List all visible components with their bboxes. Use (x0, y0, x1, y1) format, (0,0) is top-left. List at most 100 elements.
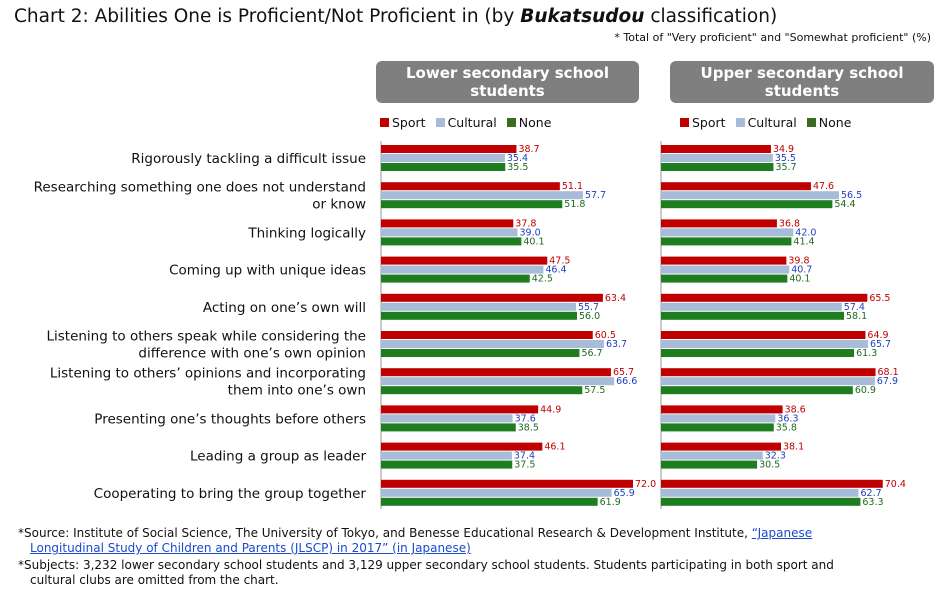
data-label-lower-sport: 46.1 (544, 442, 565, 453)
bar-lower-sport (381, 405, 539, 414)
data-label-lower-cultural: 55.7 (578, 302, 599, 313)
bar-upper-none (661, 200, 833, 209)
data-label-upper-cultural: 67.9 (877, 376, 898, 387)
data-label-lower-sport: 51.1 (562, 181, 583, 192)
legend-label-cultural: Cultural (447, 115, 497, 130)
chart-title-prefix: Chart 2: Abilities One is Proficient/Not… (14, 6, 521, 27)
data-label-lower-none: 51.8 (564, 199, 585, 210)
legend-upper: Sport Cultural None (680, 115, 861, 130)
data-label-lower-cultural: 66.6 (616, 376, 637, 387)
legend-item-none: None (506, 115, 551, 130)
bar-upper-none (661, 237, 792, 246)
data-label-upper-none: 54.4 (834, 199, 855, 210)
source-link[interactable]: “Japanese (751, 526, 813, 540)
category-label: Rigorously tackling a difficult issue (131, 151, 366, 167)
data-label-upper-none: 60.9 (855, 385, 876, 396)
data-label-lower-sport: 60.5 (595, 330, 616, 341)
footer-source-text: *Source: Institute of Social Science, Th… (18, 526, 752, 540)
data-label-upper-none: 35.7 (775, 162, 796, 173)
category-label: Researching something one does not under… (34, 180, 366, 196)
category-label: difference with one’s own opinion (138, 346, 366, 362)
bar-upper-sport (661, 368, 876, 377)
data-label-upper-none: 41.4 (793, 236, 814, 247)
category-label: them into one’s own (228, 383, 366, 399)
data-label-upper-sport: 38.1 (783, 442, 804, 453)
bar-upper-cultural (661, 191, 839, 200)
bar-lower-sport (381, 442, 543, 451)
data-label-lower-none: 42.5 (532, 274, 553, 285)
bar-lower-sport (381, 368, 611, 377)
data-label-lower-none: 56.7 (581, 348, 602, 359)
chart-title: Chart 2: Abilities One is Proficient/Not… (14, 6, 777, 27)
footer-subjects-line2: cultural clubs are omitted from the char… (30, 573, 279, 587)
data-label-lower-none: 38.5 (518, 422, 539, 433)
bar-upper-sport (661, 219, 777, 228)
legend-swatch-none (506, 118, 516, 127)
data-label-lower-cultural: 63.7 (606, 339, 627, 350)
category-label: or know (312, 197, 366, 213)
footer-subjects: *Subjects: 3,232 lower secondary school … (18, 558, 834, 588)
bar-lower-cultural (381, 488, 612, 497)
bar-lower-none (381, 497, 598, 506)
bar-lower-none (381, 200, 563, 209)
legend-item-cultural: Cultural (435, 115, 497, 130)
bar-upper-cultural (661, 228, 794, 237)
data-label-upper-none: 40.1 (789, 274, 810, 285)
panel-header-upper-line1: Upper secondary school (700, 64, 904, 82)
data-label-upper-sport: 47.6 (813, 181, 834, 192)
data-label-upper-sport: 64.9 (867, 330, 888, 341)
data-label-upper-cultural: 42.0 (795, 227, 816, 238)
panel-header-lower: Lower secondary school students (376, 61, 639, 103)
bar-lower-none (381, 274, 530, 283)
legend-swatch-sport (380, 118, 389, 127)
data-label-upper-sport: 68.1 (878, 367, 899, 378)
bar-lower-cultural (381, 228, 518, 237)
data-label-upper-sport: 38.6 (785, 404, 806, 415)
legend-label-cultural-upper: Cultural (747, 115, 797, 130)
bar-upper-none (661, 423, 774, 432)
bar-upper-none (661, 460, 758, 469)
data-label-lower-sport: 63.4 (605, 293, 626, 304)
source-link-continued[interactable]: Longitudinal Study of Children and Paren… (30, 541, 471, 555)
data-label-lower-cultural: 37.4 (514, 451, 535, 462)
category-label: Thinking logically (247, 225, 366, 241)
bar-lower-sport (381, 182, 560, 191)
bar-upper-sport (661, 479, 883, 488)
data-label-lower-sport: 38.7 (518, 144, 539, 155)
category-label: Leading a group as leader (190, 449, 366, 465)
legend-label-sport-upper: Sport (692, 115, 726, 130)
data-label-lower-cultural: 57.7 (585, 190, 606, 201)
bar-upper-none (661, 274, 788, 283)
data-label-upper-sport: 39.8 (788, 256, 809, 267)
data-label-upper-cultural: 62.7 (861, 488, 882, 499)
data-label-upper-cultural: 32.3 (765, 451, 786, 462)
panel-header-upper: Upper secondary school students (670, 61, 934, 103)
panel-header-lower-line2: students (470, 82, 545, 100)
data-label-lower-sport: 44.9 (540, 404, 561, 415)
bar-upper-cultural (661, 377, 875, 386)
data-label-upper-sport: 34.9 (773, 144, 794, 155)
category-label: Listening to others’ opinions and incorp… (50, 366, 366, 382)
data-label-upper-cultural: 36.3 (777, 413, 798, 424)
bar-lower-sport (381, 479, 633, 488)
bar-lower-cultural (381, 154, 505, 162)
bar-upper-cultural (661, 488, 859, 497)
data-label-lower-cultural: 46.4 (545, 265, 566, 276)
bar-upper-sport (661, 442, 782, 451)
data-label-lower-cultural: 39.0 (520, 227, 541, 238)
bar-lower-cultural (381, 451, 512, 460)
category-label: Coming up with unique ideas (169, 263, 366, 279)
bar-upper-sport (661, 256, 787, 265)
data-label-upper-cultural: 35.5 (775, 153, 796, 164)
bar-upper-none (661, 311, 845, 320)
bar-lower-sport (381, 293, 603, 302)
bar-lower-none (381, 237, 522, 246)
data-label-lower-none: 56.0 (579, 311, 600, 322)
legend-item-cultural-upper: Cultural (735, 115, 797, 130)
data-label-upper-sport: 65.5 (869, 293, 890, 304)
legend-item-sport-upper: Sport (680, 115, 726, 130)
bar-upper-sport (661, 145, 771, 153)
bar-lower-sport (381, 145, 517, 153)
bar-upper-cultural (661, 414, 776, 423)
